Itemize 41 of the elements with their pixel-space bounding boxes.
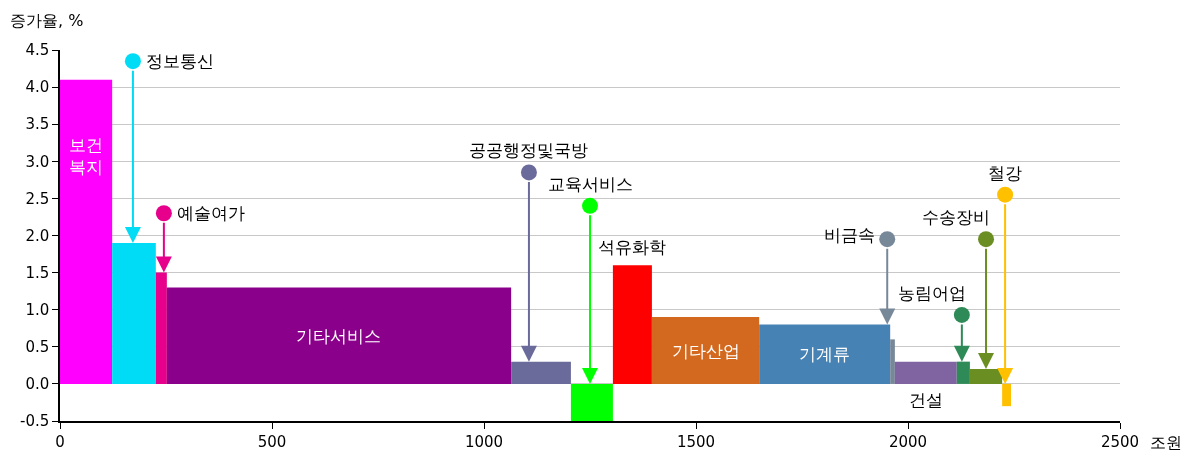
point	[997, 186, 1014, 203]
series-label: 농림어업	[898, 283, 966, 303]
series-label: 교육서비스	[548, 174, 633, 194]
y-tick-label: 3.5	[25, 115, 50, 134]
series-label: 수송장비	[922, 207, 990, 227]
series-label: 기타산업	[672, 341, 740, 361]
y-tick-label: -0.5	[19, 412, 50, 431]
x-tick-label: 0	[55, 432, 65, 451]
x-tick-label: 1500	[676, 432, 716, 451]
series-label: 기계류	[799, 344, 850, 364]
y-tick-label: 1.5	[25, 263, 50, 282]
series-label: 비금속	[824, 225, 875, 245]
x-tick-label: 2000	[888, 432, 928, 451]
y-tick-label: 0.5	[25, 338, 50, 357]
series-label: 보건복지	[69, 135, 103, 178]
series-label: 철강	[988, 163, 1022, 183]
x-tick-label: 1000	[464, 432, 504, 451]
series-label: 공공행정및국방	[469, 140, 588, 160]
y-tick-label: 0.0	[25, 375, 50, 394]
point	[124, 53, 141, 70]
series-label: 건설	[909, 390, 943, 410]
x-tick-label: 2500	[1100, 432, 1140, 451]
series-label: 석유화학	[598, 237, 666, 257]
series-label: 정보통신	[146, 51, 214, 71]
y-tick-label: 4.5	[25, 41, 50, 60]
point	[879, 231, 896, 248]
y-tick-label: 4.0	[25, 78, 50, 97]
series-label: 예술여가	[177, 203, 245, 223]
y-axis-title: 증가율, %	[10, 11, 84, 30]
y-tick-label: 1.0	[25, 300, 50, 319]
point	[582, 197, 598, 214]
y-tick-label: 3.0	[25, 152, 50, 171]
y-tick-label: 2.0	[25, 226, 50, 245]
y-tick-label: 2.5	[25, 189, 50, 208]
x-axis-title: 조원	[1150, 433, 1182, 452]
x-tick-label: 500	[257, 432, 287, 451]
point	[978, 231, 995, 248]
point	[520, 164, 537, 181]
point	[953, 306, 970, 323]
point	[155, 205, 172, 222]
series-label: 기타서비스	[296, 326, 381, 346]
